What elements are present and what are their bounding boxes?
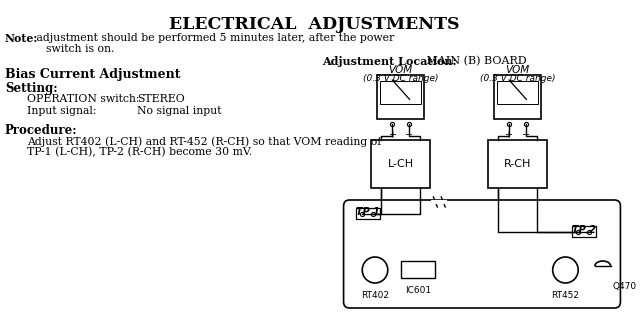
Text: TP 1: TP 1 <box>356 207 380 217</box>
Text: Note:: Note: <box>5 33 38 44</box>
Text: adjustment should be performed 5 minutes later, after the power: adjustment should be performed 5 minutes… <box>33 33 395 43</box>
Text: VOM: VOM <box>388 65 413 75</box>
Bar <box>572 226 596 237</box>
Bar <box>497 81 538 105</box>
Text: STEREO: STEREO <box>138 94 185 104</box>
Text: Input signal:: Input signal: <box>28 106 97 116</box>
Text: −: − <box>405 130 413 140</box>
Bar <box>380 81 421 105</box>
Text: Q470: Q470 <box>612 282 637 291</box>
Bar <box>488 140 547 188</box>
Text: (0.3 V DC range): (0.3 V DC range) <box>363 74 438 83</box>
Bar <box>377 75 424 119</box>
Text: Bias Current Adjustment: Bias Current Adjustment <box>5 68 180 81</box>
Text: −: − <box>522 130 531 140</box>
Text: VOM: VOM <box>505 65 529 75</box>
Text: MAIN (B) BOARD: MAIN (B) BOARD <box>423 56 527 66</box>
Text: Procedure:: Procedure: <box>5 124 77 137</box>
Text: TP 2: TP 2 <box>572 225 596 235</box>
Text: Setting:: Setting: <box>5 82 58 95</box>
Text: +: + <box>388 130 396 140</box>
Bar <box>494 75 541 119</box>
Text: OPERATION switch:: OPERATION switch: <box>28 94 140 104</box>
Text: Adjust RT402 (L-CH) and RT-452 (R-CH) so that VOM reading of: Adjust RT402 (L-CH) and RT-452 (R-CH) so… <box>28 136 382 147</box>
Text: Adjustment Location:: Adjustment Location: <box>322 56 456 67</box>
Text: switch is on.: switch is on. <box>24 44 114 54</box>
Text: RT402: RT402 <box>361 291 389 300</box>
Text: No signal input: No signal input <box>138 106 222 116</box>
Text: IC601: IC601 <box>404 286 431 295</box>
Text: +: + <box>504 130 513 140</box>
Text: R-CH: R-CH <box>504 159 531 169</box>
Text: (0.3 V DC range): (0.3 V DC range) <box>479 74 555 83</box>
Bar <box>401 261 435 278</box>
Text: ELECTRICAL  ADJUSTMENTS: ELECTRICAL ADJUSTMENTS <box>169 16 460 33</box>
Text: RT452: RT452 <box>552 291 579 300</box>
Text: TP-1 (L-CH), TP-2 (R-CH) become 30 mV.: TP-1 (L-CH), TP-2 (R-CH) become 30 mV. <box>28 147 253 157</box>
Text: L-CH: L-CH <box>387 159 413 169</box>
Bar <box>356 208 380 219</box>
Bar <box>371 140 430 188</box>
FancyBboxPatch shape <box>344 200 620 308</box>
